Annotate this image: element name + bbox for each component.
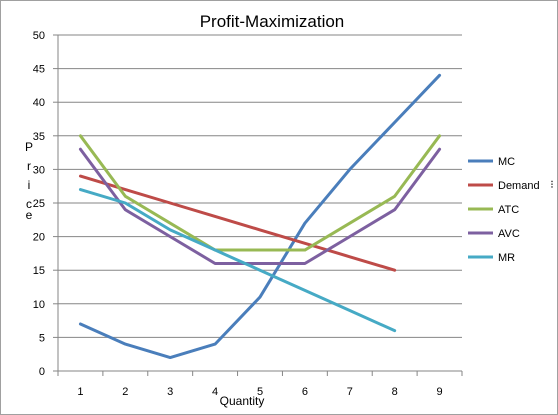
series-lines (78, 73, 442, 360)
y-axis-label-letter: i (28, 178, 31, 192)
x-tick-label: 1 (77, 386, 83, 398)
y-tick-label: 20 (33, 232, 45, 244)
y-tick-label: 10 (33, 299, 45, 311)
legend-label-avc: AVC (498, 228, 520, 240)
legend-label-demand: Demand (498, 180, 540, 192)
series-line-atc (78, 134, 442, 252)
y-axis-label-letter: P (25, 140, 33, 154)
x-tick-label: 4 (212, 386, 218, 398)
y-tick-label: 40 (33, 97, 45, 109)
series-line-avc (78, 147, 442, 265)
y-tick-label: 50 (33, 30, 45, 42)
x-tick-label: 7 (347, 386, 353, 398)
chart-title: Profit-Maximization (200, 12, 345, 31)
legend-edge-mark: ⁝ (550, 179, 554, 191)
x-tick-label: 2 (122, 386, 128, 398)
y-tick-label: 35 (33, 131, 45, 143)
y-axis-label-letter: e (26, 208, 33, 222)
x-tick-label: 8 (392, 386, 398, 398)
series-line-mr (78, 188, 397, 333)
x-axis-label: Quantity (220, 394, 265, 408)
y-tick-label: 5 (39, 332, 45, 344)
y-tick-label: 30 (33, 164, 45, 176)
x-tick-label: 9 (436, 386, 442, 398)
x-tick-label: 6 (302, 386, 308, 398)
y-tick-label: 25 (33, 198, 45, 210)
series-line-demand (78, 174, 397, 272)
y-tick-label: 0 (39, 366, 45, 378)
x-tick-label: 5 (257, 386, 263, 398)
y-axis-label-letter: r (27, 159, 31, 173)
legend-label-atc: ATC (498, 204, 519, 216)
x-tick-label: 3 (167, 386, 173, 398)
axes (57, 35, 463, 376)
series-line-mc (78, 73, 442, 360)
legend-label-mr: MR (498, 252, 515, 264)
y-tick-label: 15 (33, 265, 45, 277)
y-tick-label: 45 (33, 64, 45, 76)
legend-label-mc: MC (498, 156, 515, 168)
y-axis-label-letter: c (26, 197, 32, 211)
legend: MC Demand ATC AVC MR ⁝ (468, 156, 554, 264)
x-tick-labels: 1 2 3 4 5 6 7 8 9 (77, 386, 442, 398)
y-tick-labels: 0 5 10 15 20 25 30 35 40 45 50 (33, 30, 45, 378)
